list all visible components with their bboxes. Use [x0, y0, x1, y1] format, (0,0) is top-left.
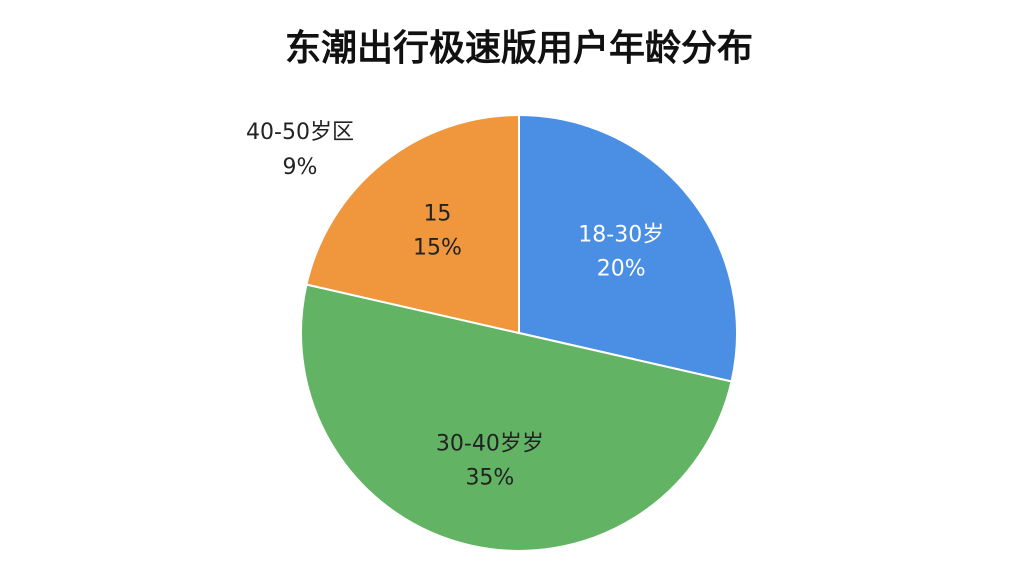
pie-slice [300, 283, 733, 552]
slice-value: 20% [597, 256, 646, 281]
chart-title: 东潮出行极速版用户年龄分布 [285, 28, 753, 69]
pie-slice [305, 113, 520, 335]
slice-label: 15 [423, 202, 451, 227]
pie-slice [518, 113, 738, 383]
annotation: 40-50岁区 [246, 120, 354, 145]
slice-label: 30-40岁岁 [436, 432, 544, 457]
slice-value: 15% [413, 236, 462, 261]
slice-value: 35% [465, 466, 514, 491]
slice-label: 18-30岁 [578, 222, 664, 247]
annotation: 9% [283, 155, 318, 180]
